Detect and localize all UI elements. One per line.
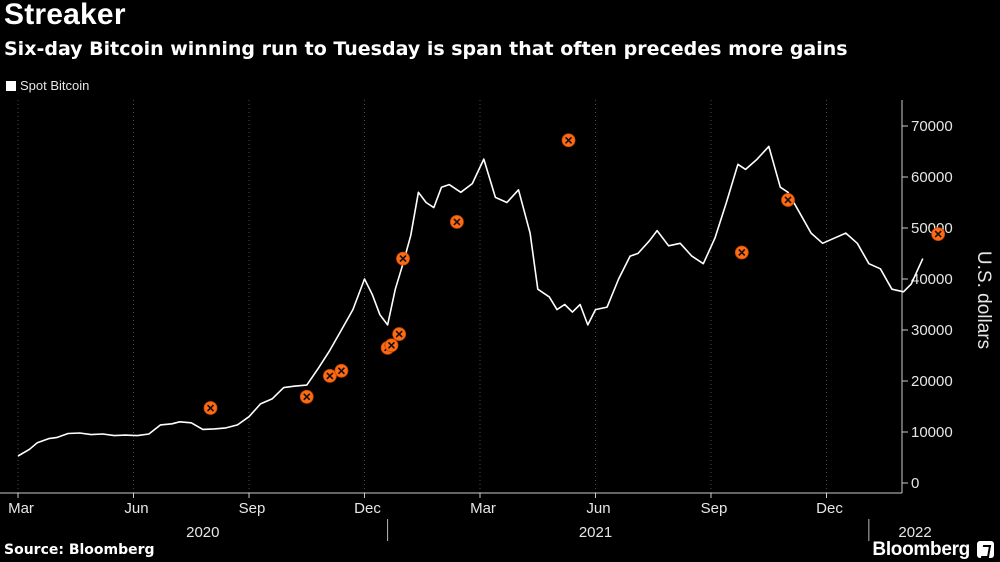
streak-marker-1 [299, 389, 314, 404]
legend-swatch [6, 80, 16, 91]
x-tick-label-7: Dec [816, 500, 843, 517]
y-tick-label-7: 70000 [911, 118, 953, 135]
streak-marker-10 [734, 245, 749, 260]
chart-title: Streaker [4, 0, 126, 31]
streak-marker-7 [396, 251, 410, 266]
legend-label: Spot Bitcoin [20, 78, 90, 93]
source-note: Source: Bloomberg [4, 542, 155, 558]
y-tick-label-3: 30000 [911, 322, 953, 339]
streak-marker-12 [931, 227, 946, 242]
x-tick-label-3: Dec [354, 500, 381, 517]
bloomberg-logo-icon [977, 541, 994, 558]
x-tick-label-1: Jun [124, 500, 148, 517]
y-tick-label-0: 0 [911, 475, 919, 492]
streak-marker-11 [781, 193, 795, 207]
streak-marker-5 [384, 338, 399, 353]
x-axis-ticks: Mar Jun Sep Dec Mar Jun Sep Dec [8, 493, 843, 517]
gridlines [17, 100, 827, 493]
y-axis-label: U.S. dollars [973, 251, 994, 349]
chart-subtitle: Six-day Bitcoin winning run to Tuesday i… [4, 38, 848, 60]
streak-marker-2 [322, 368, 337, 383]
x-tick-label-5: Jun [586, 500, 610, 517]
x-tick-label-4: Mar [470, 500, 496, 517]
streak-marker-0 [203, 401, 218, 415]
y-tick-label-2: 20000 [911, 373, 953, 390]
x-tick-label-6: Sep [701, 500, 728, 517]
y-tick-label-6: 60000 [911, 169, 953, 186]
x-tick-label-0: Mar [8, 500, 34, 517]
year-label-2: 2022 [898, 524, 931, 541]
streak-marker-6 [392, 327, 407, 341]
streak-marker-3 [334, 363, 349, 378]
year-dividers [387, 519, 870, 541]
brand-name: Bloomberg [872, 539, 970, 560]
y-tick-label-4: 40000 [911, 271, 953, 288]
x-tick-label-2: Sep [239, 500, 266, 517]
streak-marker-9 [561, 133, 576, 148]
year-label-1: 2021 [579, 524, 612, 541]
year-labels: 2020 2021 2022 [186, 524, 932, 541]
series-lines [17, 145, 924, 457]
streak-markers [203, 133, 946, 415]
legend: Spot Bitcoin [6, 78, 89, 93]
series-line-spot-bitcoin [17, 145, 924, 457]
y-tick-label-1: 10000 [911, 424, 953, 441]
year-label-0: 2020 [186, 524, 219, 541]
streak-marker-8 [449, 214, 464, 229]
